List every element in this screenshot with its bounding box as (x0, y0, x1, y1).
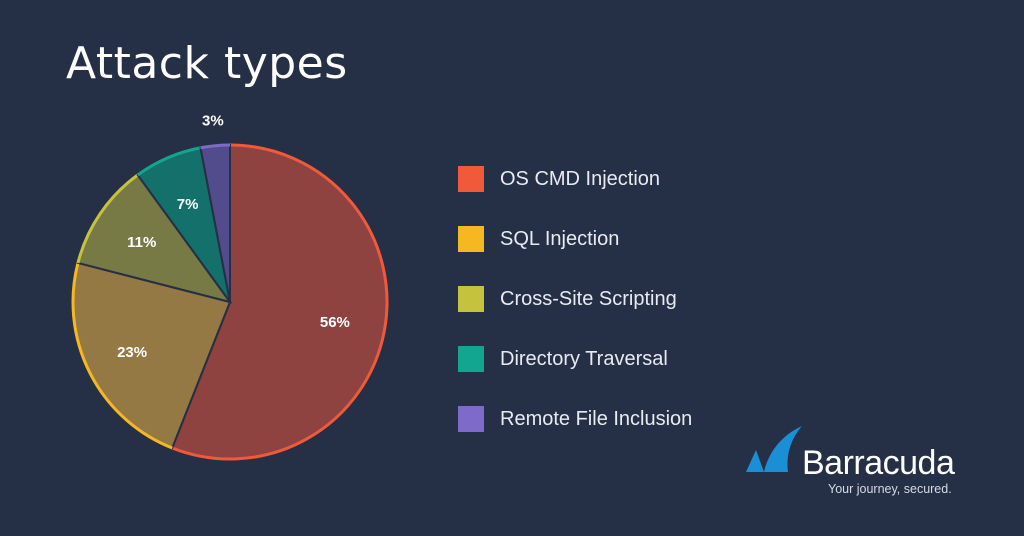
legend-item: Directory Traversal (458, 344, 692, 374)
legend-label: OS CMD Injection (500, 167, 661, 190)
legend-swatch (458, 406, 484, 432)
legend-swatch (458, 226, 484, 252)
pie-slice-label: 11% (127, 234, 156, 251)
legend-label: Cross-Site Scripting (500, 287, 677, 310)
pie-slice-rim (171, 143, 389, 461)
pie-slice-label: 23% (117, 344, 147, 361)
legend-label: Directory Traversal (500, 347, 668, 370)
pie-slice-label: 56% (320, 314, 350, 331)
legend-swatch (458, 346, 484, 372)
brand-tagline: Your journey, secured. (828, 482, 952, 496)
brand-logo: Barracuda Your journey, secured. (744, 424, 974, 504)
legend-item: SQL Injection (458, 224, 692, 254)
barracuda-fin-icon (746, 426, 802, 472)
legend-label: Remote File Inclusion (500, 407, 693, 430)
pie-slice-label: 7% (177, 196, 199, 213)
legend-swatch (458, 166, 484, 192)
pie-slice-rim (136, 146, 201, 177)
legend-item: OS CMD Injection (458, 164, 692, 194)
pie-chart: 56% 23% 11% 7% 3% (71, 113, 389, 461)
pie-slice-label: 3% (202, 113, 224, 130)
brand-name: Barracuda (802, 444, 955, 482)
legend-item: Cross-Site Scripting (458, 284, 692, 314)
pie-slice-rim (71, 262, 173, 450)
pie-slice-rim (76, 173, 139, 264)
chart-title: Attack types (66, 38, 348, 89)
legend-label: SQL Injection (500, 227, 620, 250)
legend-swatch (458, 286, 484, 312)
legend: OS CMD Injection SQL Injection Cross-Site … (458, 164, 692, 464)
pie-slice-rim (200, 143, 231, 150)
legend-item: Remote File Inclusion (458, 404, 692, 434)
